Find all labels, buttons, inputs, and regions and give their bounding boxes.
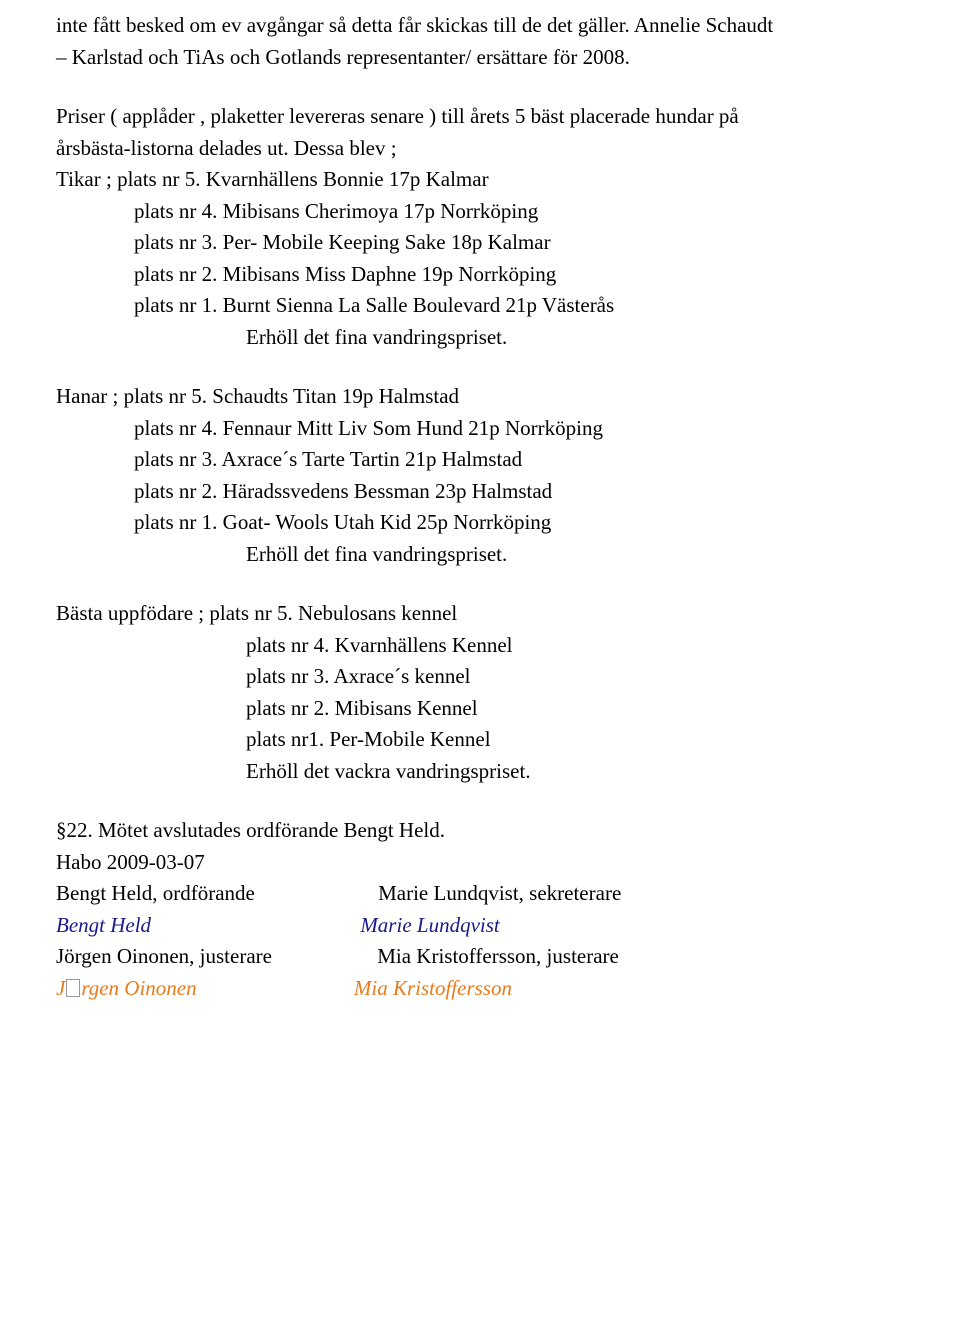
text-line: plats nr 4. Mibisans Cherimoya 17p Norrk… bbox=[56, 196, 904, 228]
uppfodare-section: Bästa uppfödare ; plats nr 5. Nebulosans… bbox=[56, 598, 904, 787]
text-line: Priser ( applåder , plaketter levereras … bbox=[56, 101, 904, 133]
text-line: plats nr 2. Häradssvedens Bessman 23p Ha… bbox=[56, 476, 904, 508]
text-line: plats nr 3. Per- Mobile Keeping Sake 18p… bbox=[56, 227, 904, 259]
signer-name: Marie Lundqvist, sekreterare bbox=[260, 878, 621, 910]
text-line: plats nr 3. Axrace´s Tarte Tartin 21p Ha… bbox=[56, 444, 904, 476]
signature: Marie Lundqvist bbox=[156, 910, 499, 942]
sig-part: rgen Oinonen bbox=[81, 976, 196, 1000]
signature-line: Jrgen Oinonen Mia Kristoffersson bbox=[56, 973, 904, 1005]
priser-section: Priser ( applåder , plaketter levereras … bbox=[56, 101, 904, 353]
text-line: inte fått besked om ev avgångar så detta… bbox=[56, 10, 904, 42]
text-line: Bengt Held, ordförande Marie Lundqvist, … bbox=[56, 878, 904, 910]
text-line: plats nr 4. Kvarnhällens Kennel bbox=[56, 630, 904, 662]
hanar-section: Hanar ; plats nr 5. Schaudts Titan 19p H… bbox=[56, 381, 904, 570]
text-line: plats nr 1. Burnt Sienna La Salle Boulev… bbox=[56, 290, 904, 322]
text-line: plats nr 1. Goat- Wools Utah Kid 25p Nor… bbox=[56, 507, 904, 539]
missing-glyph-icon bbox=[66, 979, 80, 997]
text-line: Habo 2009-03-07 bbox=[56, 847, 904, 879]
intro-paragraph: inte fått besked om ev avgångar så detta… bbox=[56, 10, 904, 73]
text-line: plats nr 4. Fennaur Mitt Liv Som Hund 21… bbox=[56, 413, 904, 445]
signature: Bengt Held bbox=[56, 913, 151, 937]
text-line: Erhöll det vackra vandringspriset. bbox=[56, 756, 904, 788]
text-line: Erhöll det fina vandringspriset. bbox=[56, 539, 904, 571]
signature: Jrgen Oinonen bbox=[56, 976, 202, 1000]
signature: Mia Kristoffersson bbox=[202, 973, 512, 1005]
text-line: plats nr1. Per-Mobile Kennel bbox=[56, 724, 904, 756]
text-line: §22. Mötet avslutades ordförande Bengt H… bbox=[56, 815, 904, 847]
signer-name: Bengt Held, ordförande bbox=[56, 881, 255, 905]
text-line: plats nr 2. Mibisans Kennel bbox=[56, 693, 904, 725]
signature-line: Bengt Held Marie Lundqvist bbox=[56, 910, 904, 942]
sig-part: J bbox=[56, 976, 65, 1000]
signer-name: Jörgen Oinonen, justerare bbox=[56, 944, 272, 968]
text-line: plats nr 3. Axrace´s kennel bbox=[56, 661, 904, 693]
text-line: plats nr 2. Mibisans Miss Daphne 19p Nor… bbox=[56, 259, 904, 291]
text-line: årsbästa-listorna delades ut. Dessa blev… bbox=[56, 133, 904, 165]
text-line: Hanar ; plats nr 5. Schaudts Titan 19p H… bbox=[56, 381, 904, 413]
text-line: Tikar ; plats nr 5. Kvarnhällens Bonnie … bbox=[56, 164, 904, 196]
text-line: Jörgen Oinonen, justerare Mia Kristoffer… bbox=[56, 941, 904, 973]
text-line: Bästa uppfödare ; plats nr 5. Nebulosans… bbox=[56, 598, 904, 630]
signer-name: Mia Kristoffersson, justerare bbox=[277, 941, 619, 973]
document-page: inte fått besked om ev avgångar så detta… bbox=[0, 0, 960, 1322]
text-line: Erhöll det fina vandringspriset. bbox=[56, 322, 904, 354]
closing-section: §22. Mötet avslutades ordförande Bengt H… bbox=[56, 815, 904, 1004]
text-line: – Karlstad och TiAs och Gotlands represe… bbox=[56, 42, 904, 74]
